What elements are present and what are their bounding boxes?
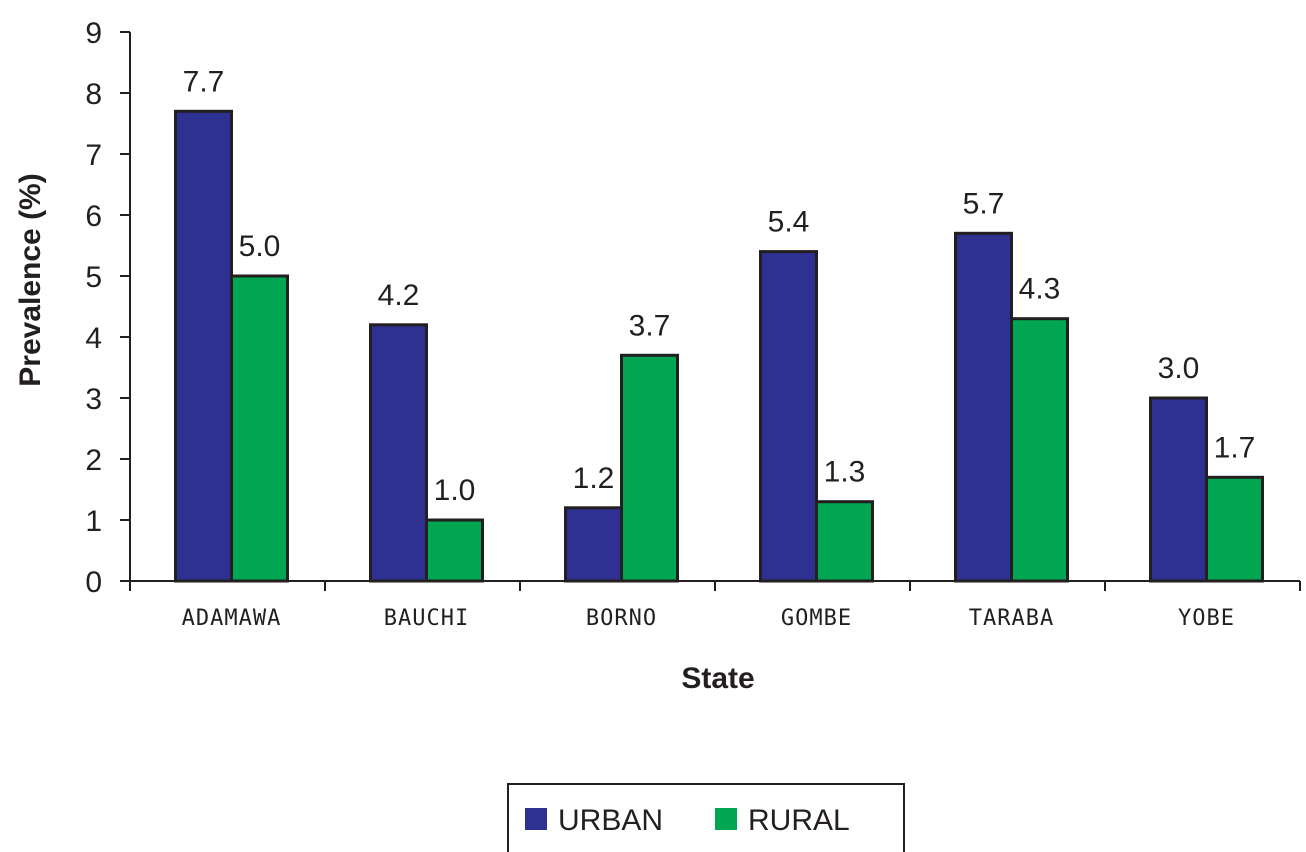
- legend: URBAN RURAL: [507, 783, 905, 852]
- y-tick-label: 9: [85, 17, 102, 50]
- y-tick-label: 5: [85, 261, 102, 294]
- y-axis-title: Prevalence (%): [14, 173, 47, 386]
- data-label-rural-yobe: 1.7: [1214, 431, 1256, 464]
- bar-rural-bauchi: [425, 518, 484, 583]
- data-label-rural-borno: 3.7: [629, 309, 671, 342]
- y-tick-label: 3: [85, 383, 102, 416]
- x-category-label: YOBE: [1178, 606, 1235, 631]
- legend-swatch-rural: [715, 808, 737, 830]
- data-label-rural-adamawa: 5.0: [239, 230, 281, 263]
- y-ticks: 0 1 2 3 4 5 6 7 8 9: [85, 17, 130, 599]
- legend-swatch-urban: [525, 808, 547, 830]
- bars: [174, 109, 1264, 583]
- bar-urban-yobe: [1149, 396, 1208, 583]
- y-tick-label: 7: [85, 139, 102, 172]
- bar-urban-taraba: [954, 231, 1013, 583]
- data-label-rural-bauchi: 1.0: [434, 474, 476, 507]
- data-label-urban-borno: 1.2: [573, 462, 615, 495]
- x-category-label: ADAMAWA: [182, 606, 282, 631]
- x-axis-title: State: [681, 662, 754, 695]
- x-category-label: BORNO: [586, 606, 657, 631]
- bar-urban-gombe: [759, 250, 818, 583]
- x-category-label: GOMBE: [781, 606, 852, 631]
- x-category-label: BAUCHI: [384, 606, 469, 631]
- data-label-urban-adamawa: 7.7: [183, 65, 225, 98]
- legend-label-rural: RURAL: [748, 804, 850, 837]
- y-tick-label: 8: [85, 78, 102, 111]
- bar-rural-borno: [620, 353, 679, 583]
- data-label-urban-bauchi: 4.2: [378, 279, 420, 312]
- y-tick-label: 1: [85, 505, 102, 538]
- data-label-urban-gombe: 5.4: [768, 206, 810, 239]
- y-tick-label: 4: [85, 322, 102, 355]
- bar-rural-taraba: [1010, 317, 1069, 583]
- y-tick-label: 0: [85, 566, 102, 599]
- data-label-rural-gombe: 1.3: [824, 456, 866, 489]
- bar-urban-adamawa: [174, 109, 233, 583]
- legend-box: [507, 783, 905, 852]
- y-tick-label: 2: [85, 444, 102, 477]
- x-category-labels: ADAMAWA BAUCHI BORNO GOMBE TARABA YOBE: [129, 581, 1301, 631]
- y-tick-label: 6: [85, 200, 102, 233]
- x-category-label: TARABA: [969, 606, 1054, 631]
- data-label-urban-yobe: 3.0: [1158, 352, 1200, 385]
- data-label-rural-taraba: 4.3: [1019, 273, 1061, 306]
- bar-rural-yobe: [1205, 475, 1264, 583]
- bar-urban-bauchi: [369, 323, 428, 583]
- legend-label-urban: URBAN: [558, 804, 663, 837]
- bar-rural-adamawa: [230, 274, 289, 583]
- bar-urban-borno: [564, 506, 623, 583]
- data-labels: 7.7 5.0 4.2 1.0 1.2 3.7 5.4 1.3 5.7 4.3 3.0 1.7: [183, 65, 1256, 507]
- axes: [129, 32, 1300, 582]
- bar-rural-gombe: [815, 500, 874, 583]
- data-label-urban-taraba: 5.7: [963, 187, 1005, 220]
